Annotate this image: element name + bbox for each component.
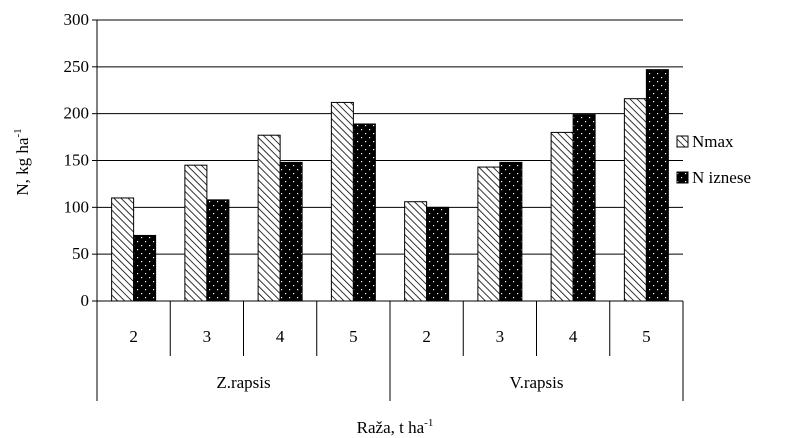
legend-swatch-nmax	[676, 135, 689, 148]
bar-nmax	[550, 131, 574, 302]
y-tick-label: 200	[64, 104, 90, 123]
y-axis-label: N, kg ha-1	[12, 128, 32, 195]
x-tick-label: 5	[349, 327, 358, 346]
axes	[92, 19, 684, 401]
bar-nmax	[111, 197, 135, 302]
bar-n-iznese	[645, 69, 669, 302]
y-tick-label: 300	[64, 10, 90, 29]
y-tick-label: 250	[64, 57, 90, 76]
x-tick-label: 5	[642, 327, 651, 346]
x-tick-label: 4	[276, 327, 285, 346]
bar-n-iznese	[133, 234, 157, 302]
bar-n-iznese	[572, 114, 596, 302]
x-tick-label: 2	[129, 327, 138, 346]
bars	[111, 69, 669, 302]
y-tick-label: 150	[64, 151, 90, 170]
legend-label-n-iznese: N iznese	[692, 168, 751, 187]
x-group-label: Z.rapsis	[216, 373, 270, 392]
bar-n-iznese	[426, 206, 450, 302]
bar-nmax	[330, 101, 354, 302]
bar-nmax	[623, 98, 647, 302]
x-tick-label: 2	[422, 327, 431, 346]
x-tick-label: 3	[203, 327, 212, 346]
y-tick-labels: 0 50 100 150 200 250 300	[64, 10, 90, 310]
x-tick-label: 3	[496, 327, 505, 346]
y-tick-label: 50	[72, 244, 89, 263]
y-tick-label: 100	[64, 197, 90, 216]
bar-nmax	[184, 164, 208, 302]
x-group-label: V.rapsis	[510, 373, 564, 392]
x-axis-label: Raža, t ha-1	[357, 417, 434, 437]
legend-swatch-n-iznese	[676, 171, 689, 184]
x-tick-label: 4	[569, 327, 578, 346]
bar-n-iznese	[279, 161, 303, 302]
bar-nmax	[257, 134, 281, 302]
bar-n-iznese	[499, 161, 523, 302]
y-tick-label: 0	[81, 291, 90, 310]
bar-nmax	[404, 201, 428, 302]
bar-nmax	[477, 166, 501, 302]
bar-n-iznese	[352, 123, 376, 302]
bar-n-iznese	[206, 199, 230, 302]
legend: Nmax N iznese	[676, 132, 751, 187]
legend-label-nmax: Nmax	[692, 132, 734, 151]
x-tick-labels: 2 3 4 5 2 3 4 5 Z.rapsis V.rapsis	[129, 327, 650, 392]
